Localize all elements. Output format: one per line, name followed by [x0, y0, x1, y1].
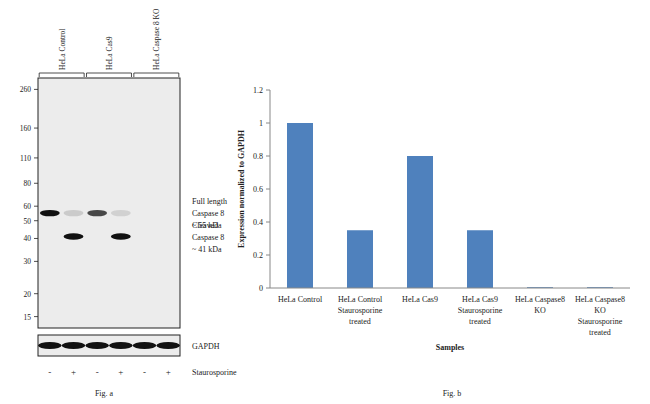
ladder-tick: [34, 157, 38, 158]
y-tick: [266, 288, 270, 289]
band-label: Full length: [192, 197, 227, 206]
band: [64, 210, 84, 216]
x-tick-label: HeLa Caspase8KOStaurosporinetreated: [575, 295, 625, 337]
loading-control-band: [62, 342, 86, 349]
treatment-label: Staurosporine: [192, 368, 237, 377]
x-tick-label: HeLa Cas9Staurosporinetreated: [458, 295, 503, 326]
bar: [407, 156, 433, 288]
ladder-label: 20: [24, 290, 32, 299]
ladder-label: 60: [24, 202, 32, 211]
loading-control-band: [133, 342, 157, 349]
ladder-label: 160: [20, 124, 32, 133]
ladder-label: 260: [20, 85, 32, 94]
treatment-sign: -: [143, 367, 146, 377]
y-tick-label: 0.8: [253, 152, 263, 161]
ladder-tick: [34, 128, 38, 129]
ladder-label: 80: [24, 179, 32, 188]
ladder-tick: [34, 261, 38, 262]
band-label: Caspase 8: [192, 233, 224, 242]
band-label: ~ 55 kDa: [192, 221, 222, 230]
group-bracket: [87, 73, 132, 77]
y-tick-label: 0.4: [253, 218, 263, 227]
bar: [287, 123, 313, 288]
bar: [467, 230, 493, 288]
bands: [40, 210, 131, 240]
x-axis-title: Samples: [436, 343, 464, 352]
band: [87, 210, 107, 216]
y-tick-label: 1.2: [253, 86, 263, 95]
y-tick-label: 0.6: [253, 185, 263, 194]
y-tick: [266, 222, 270, 223]
ladder-tick: [34, 293, 38, 294]
band: [64, 233, 84, 239]
x-axis: [270, 288, 630, 289]
treatment-sign: -: [96, 367, 99, 377]
x-tick-label: HeLa Caspase8KO: [515, 295, 565, 315]
figure-title: Fig. b: [443, 389, 462, 398]
group-label: HeLa Cas9: [105, 36, 114, 70]
group-label: HeLa Control: [58, 29, 67, 70]
treatment-sign: +: [71, 367, 76, 377]
ladder-label: 30: [24, 257, 32, 266]
loading-control-band: [156, 342, 180, 349]
treatment-sign: -: [48, 367, 51, 377]
bar: [347, 230, 373, 288]
treatment-sign: +: [166, 367, 171, 377]
y-tick: [266, 255, 270, 256]
band-label: Cleaved: [192, 221, 218, 230]
ladder-label: 110: [20, 154, 31, 163]
x-tick-label: HeLa Cas9: [402, 295, 438, 304]
x-tick-label: HeLa Control: [278, 295, 323, 304]
ladder-label: 50: [24, 217, 32, 226]
ladder-tick: [34, 206, 38, 207]
y-tick: [266, 189, 270, 190]
group-bracket: [134, 73, 179, 77]
ladder-tick: [34, 183, 38, 184]
ladder-tick: [34, 89, 38, 90]
loading-control-band: [38, 342, 62, 349]
blot-membrane: [38, 78, 180, 328]
band: [40, 210, 60, 216]
figure-title: Fig. a: [95, 389, 114, 398]
treatment-sign: +: [118, 367, 123, 377]
ladder-tick: [34, 220, 38, 221]
group-bracket: [39, 73, 84, 77]
y-tick: [266, 156, 270, 157]
ladder-label: 15: [24, 313, 32, 322]
loading-control-band: [109, 342, 133, 349]
x-tick-label: HeLa ControlStaurosporinetreated: [338, 295, 383, 326]
y-tick-label: 1: [259, 119, 263, 128]
ladder-tick: [34, 238, 38, 239]
figure: 260 160 110 80 60 50 40 30 20 15 Full length Caspas…: [0, 0, 650, 404]
band: [111, 210, 131, 216]
loading-control-band: [85, 342, 109, 349]
y-tick-label: 0: [259, 284, 263, 293]
band-label: ~ 41 kDa: [192, 245, 222, 254]
ladder-tick: [34, 316, 38, 317]
y-axis-title: Expression normalized to GAPDH: [237, 129, 246, 248]
y-tick: [266, 123, 270, 124]
loading-control-label: GAPDH: [192, 342, 220, 351]
band: [111, 233, 131, 239]
ladder-label: 40: [24, 234, 32, 243]
y-tick-label: 0.2: [253, 251, 263, 260]
bars: [287, 123, 613, 288]
loading-control-membrane: [38, 335, 180, 356]
group-label: HeLa Caspase 8 KO: [152, 8, 161, 70]
y-tick: [266, 90, 270, 91]
band-label: Caspase 8: [192, 209, 224, 218]
